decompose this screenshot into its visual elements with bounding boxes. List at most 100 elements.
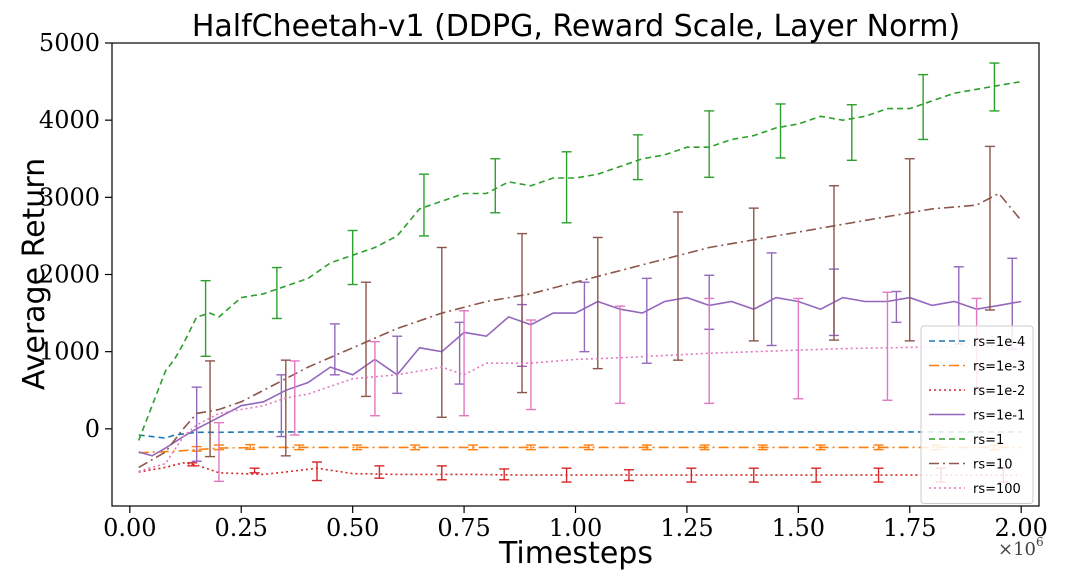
error-bar xyxy=(249,467,260,474)
plot-frame xyxy=(111,42,1040,507)
error-bar xyxy=(592,236,603,370)
x-multiplier: ×106 xyxy=(998,535,1044,560)
error-bar xyxy=(632,134,643,181)
series-line xyxy=(138,461,1022,476)
series-0 xyxy=(138,431,1022,439)
series-6 xyxy=(138,291,1022,483)
legend-label: rs=1e-3 xyxy=(973,360,1025,375)
error-bar xyxy=(517,232,528,394)
legend: rs=1e-4 rs=1e-3 rs=1e-2 rs=1e-1 rs=1 rs=10 rs=… xyxy=(920,325,1034,504)
y-axis-label: Average Return xyxy=(17,158,52,390)
error-bar xyxy=(775,103,786,159)
error-bar xyxy=(583,444,594,451)
error-bar xyxy=(623,469,634,482)
x-tick-label: 1.00 xyxy=(549,514,602,542)
x-tick-label: 2.00 xyxy=(994,514,1047,542)
series-layer xyxy=(137,62,1022,483)
error-bar xyxy=(213,421,224,483)
legend-label: rs=1 xyxy=(973,433,1004,448)
x-tick-label: 0.75 xyxy=(437,514,490,542)
error-bar xyxy=(289,360,300,436)
series-line xyxy=(138,192,1022,469)
error-bar xyxy=(187,462,198,467)
error-bar xyxy=(641,444,652,451)
legend-label: rs=1e-4 xyxy=(973,335,1025,350)
error-bar xyxy=(392,335,403,395)
error-bar xyxy=(873,467,884,483)
ticks-layer: 0.00 0.25 0.50 0.75 1.00 1.25 1.50 1.75 2.00 0 100… xyxy=(39,29,1048,542)
series-line xyxy=(137,80,1022,441)
y-tick-label: 2000 xyxy=(39,261,100,289)
error-bar xyxy=(579,281,590,353)
series-5 xyxy=(138,145,1022,469)
error-bar xyxy=(347,229,358,286)
x-tick-label: 1.25 xyxy=(660,514,713,542)
x-tick-label: 0.25 xyxy=(215,514,268,542)
error-bar xyxy=(271,266,282,320)
error-bar xyxy=(811,467,822,483)
error-bar xyxy=(436,246,447,418)
error-bar xyxy=(561,151,572,224)
error-bar xyxy=(200,279,211,357)
error-bar xyxy=(873,444,884,451)
error-bar xyxy=(294,444,305,451)
error-bar xyxy=(436,465,447,481)
error-bar xyxy=(205,360,216,458)
error-bar xyxy=(490,158,501,214)
error-bar xyxy=(525,444,536,451)
error-bar xyxy=(673,211,684,361)
series-line xyxy=(138,296,1022,457)
error-bar xyxy=(352,444,363,451)
error-bar xyxy=(686,467,697,483)
y-tick-label: 0 xyxy=(85,415,100,443)
error-bar xyxy=(191,386,202,462)
y-tick-label: 1000 xyxy=(39,338,100,366)
error-bar xyxy=(561,467,572,483)
x-tick-label: 1.50 xyxy=(772,514,825,542)
error-bar xyxy=(459,310,470,417)
error-bar xyxy=(748,207,759,342)
error-bar xyxy=(467,444,478,451)
y-tick-label: 5000 xyxy=(39,29,100,57)
error-bar xyxy=(828,185,839,341)
error-bar xyxy=(699,444,710,451)
series-3 xyxy=(138,252,1022,462)
error-bar xyxy=(374,465,385,479)
error-bar xyxy=(369,340,380,417)
x-tick-label: 0.50 xyxy=(326,514,379,542)
y-tick-label: 4000 xyxy=(39,106,100,134)
error-bar xyxy=(615,305,626,405)
error-bar xyxy=(418,173,429,237)
error-bar xyxy=(846,104,857,161)
error-bar xyxy=(410,444,421,451)
series-line xyxy=(138,344,1022,473)
legend-label: rs=10 xyxy=(973,458,1013,473)
error-bar xyxy=(815,444,826,451)
series-line xyxy=(138,431,1022,439)
x-axis-label: Timesteps xyxy=(498,536,653,571)
error-bar xyxy=(704,110,715,178)
error-bar xyxy=(499,468,510,481)
x-tick-label: 1.75 xyxy=(883,514,936,542)
series-1 xyxy=(138,443,1022,454)
error-bar xyxy=(312,461,323,482)
error-bar xyxy=(329,323,340,376)
error-bar xyxy=(704,297,715,405)
error-bar xyxy=(793,297,804,400)
y-tick-label: 3000 xyxy=(39,183,100,211)
series-2 xyxy=(138,461,1022,483)
error-bar xyxy=(280,359,291,457)
error-bar xyxy=(882,291,893,401)
error-bar xyxy=(891,290,902,324)
error-bar xyxy=(904,158,915,342)
error-bar xyxy=(361,281,372,398)
error-bar xyxy=(276,374,287,438)
error-bar xyxy=(454,321,465,385)
error-bar xyxy=(757,444,768,451)
error-bar xyxy=(766,252,777,347)
error-bar xyxy=(989,62,1000,112)
error-bar xyxy=(918,73,929,141)
legend-label: rs=1e-1 xyxy=(973,409,1025,424)
x-tick-label: 0.00 xyxy=(103,514,156,542)
error-bar xyxy=(748,467,759,483)
